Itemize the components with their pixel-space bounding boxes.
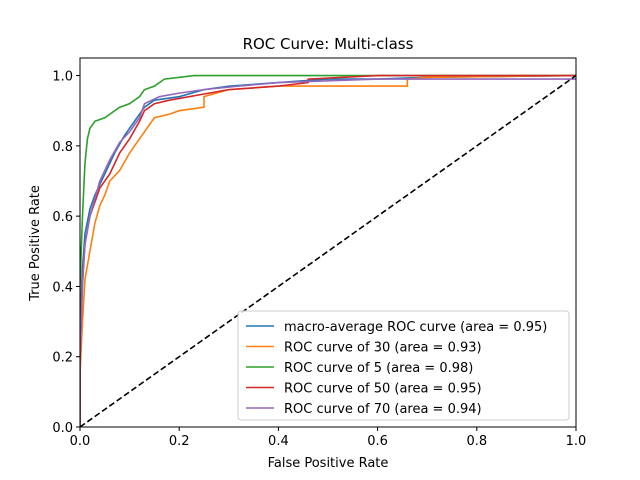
y-tick-label: 0.8	[52, 140, 73, 155]
axes: 0.0 0.2 0.4 0.6 0.8 1.0 0.0 0.2 0.4 0.6 0.8 1.0	[52, 57, 587, 449]
legend-label: ROC curve of 5 (area = 0.98)	[284, 361, 473, 376]
y-tick-label: 1.0	[52, 70, 73, 85]
series-line-4	[80, 78, 576, 427]
legend: macro-average ROC curve (area = 0.95) ROC…	[237, 310, 570, 421]
y-tick-label: 0.0	[52, 421, 73, 436]
y-tick-label: 0.6	[52, 210, 73, 225]
series-line-1	[80, 74, 576, 427]
y-tick-label: 0.2	[52, 351, 73, 366]
legend-box	[237, 310, 570, 421]
x-tick-label: 0.0	[70, 434, 91, 449]
series-line-2	[80, 74, 576, 427]
legend-label: ROC curve of 30 (area = 0.93)	[284, 341, 482, 356]
chance-diagonal-line	[80, 74, 576, 427]
x-tick-label: 0.8	[466, 434, 487, 449]
y-axis-label: True Positive Rate	[28, 185, 43, 302]
legend-label: macro-average ROC curve (area = 0.95)	[284, 320, 547, 335]
y-tick-label: 0.4	[52, 280, 73, 295]
x-tick-label: 0.6	[367, 434, 388, 449]
x-tick-label: 1.0	[566, 434, 587, 449]
legend-label: ROC curve of 70 (area = 0.94)	[284, 402, 482, 417]
axes-frame	[79, 57, 577, 428]
x-axis-label: False Positive Rate	[268, 456, 389, 471]
x-tick-label: 0.4	[268, 434, 289, 449]
x-tick-label: 0.2	[169, 434, 190, 449]
plot-area	[80, 74, 576, 427]
legend-label: ROC curve of 50 (area = 0.95)	[284, 382, 482, 397]
series-line-0	[80, 74, 576, 427]
chart-title: ROC Curve: Multi-class	[243, 35, 414, 53]
